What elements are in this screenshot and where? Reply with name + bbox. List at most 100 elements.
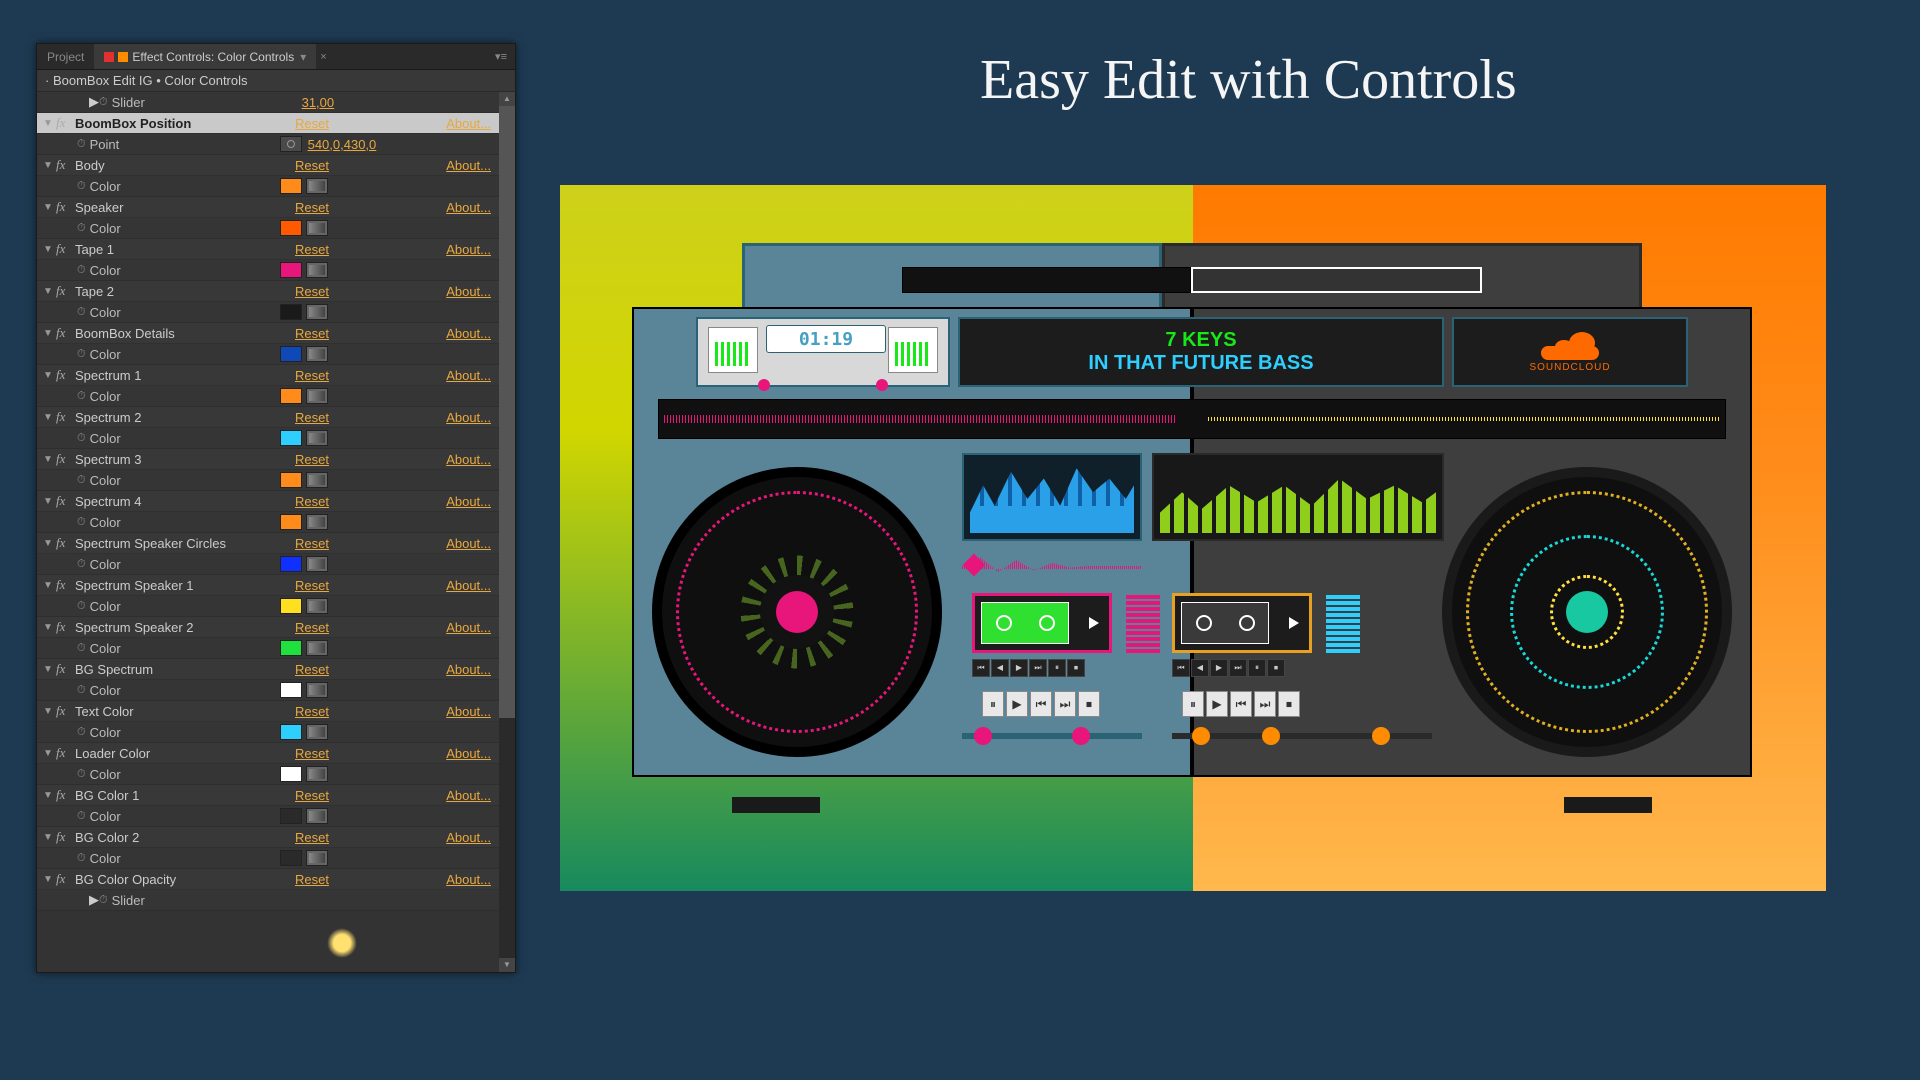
color-swatch[interactable] xyxy=(280,472,302,488)
eyedropper-icon[interactable] xyxy=(306,598,328,614)
effect-row[interactable]: ▼fxSpectrum 1ResetAbout... xyxy=(37,365,515,386)
twisty-icon[interactable]: ▼ xyxy=(43,538,53,549)
media-button[interactable]: ◀ xyxy=(991,659,1009,677)
stopwatch-icon[interactable]: ⏱ xyxy=(77,474,86,487)
reset-link[interactable]: Reset xyxy=(295,788,329,803)
scrollbar[interactable]: ▲ ▼ xyxy=(499,92,515,972)
about-link[interactable]: About... xyxy=(446,578,491,593)
reset-link[interactable]: Reset xyxy=(295,620,329,635)
reset-link[interactable]: Reset xyxy=(295,452,329,467)
about-link[interactable]: About... xyxy=(446,494,491,509)
media-button[interactable]: ▶ xyxy=(1006,691,1028,717)
effect-row[interactable]: ▼fxLoader ColorResetAbout... xyxy=(37,743,515,764)
effect-row[interactable]: ▼fxBG Color 2ResetAbout... xyxy=(37,827,515,848)
eyedropper-icon[interactable] xyxy=(306,304,328,320)
twisty-icon[interactable]: ▼ xyxy=(43,790,53,801)
effect-row[interactable]: ▼fxSpectrum 2ResetAbout... xyxy=(37,407,515,428)
reset-link[interactable]: Reset xyxy=(295,326,329,341)
eyedropper-icon[interactable] xyxy=(306,808,328,824)
eyedropper-icon[interactable] xyxy=(306,850,328,866)
stopwatch-icon[interactable]: ⏱ xyxy=(77,348,86,361)
about-link[interactable]: About... xyxy=(446,830,491,845)
effect-row[interactable]: ▼fxBG Color OpacityResetAbout... xyxy=(37,869,515,890)
media-button[interactable]: ⏭ xyxy=(1054,691,1076,717)
reset-link[interactable]: Reset xyxy=(295,578,329,593)
reset-link[interactable]: Reset xyxy=(295,410,329,425)
about-link[interactable]: About... xyxy=(446,452,491,467)
effect-row[interactable]: ▼fxBodyResetAbout... xyxy=(37,155,515,176)
effect-row[interactable]: ▼fxBG SpectrumResetAbout... xyxy=(37,659,515,680)
media-button[interactable]: ⏹ xyxy=(1267,659,1285,677)
media-button[interactable]: ⏮ xyxy=(972,659,990,677)
color-swatch[interactable] xyxy=(280,724,302,740)
twisty-icon[interactable]: ▼ xyxy=(43,580,53,591)
about-link[interactable]: About... xyxy=(446,872,491,887)
stopwatch-icon[interactable]: ⏱ xyxy=(77,180,86,193)
media-button[interactable]: ◀ xyxy=(1191,659,1209,677)
media-button[interactable]: ⏭ xyxy=(1254,691,1276,717)
twisty-icon[interactable]: ▼ xyxy=(43,748,53,759)
stopwatch-icon[interactable]: ⏱ xyxy=(77,852,86,865)
twisty-icon[interactable]: ▼ xyxy=(43,118,53,129)
reset-link[interactable]: Reset xyxy=(295,242,329,257)
effect-row[interactable]: ▼fxSpectrum 4ResetAbout... xyxy=(37,491,515,512)
media-button[interactable]: ⏸ xyxy=(1048,659,1066,677)
reset-link[interactable]: Reset xyxy=(295,536,329,551)
eyedropper-icon[interactable] xyxy=(306,220,328,236)
twisty-icon[interactable]: ▼ xyxy=(43,202,53,213)
effect-row[interactable]: ▼fxBoomBox PositionResetAbout... xyxy=(37,113,515,134)
scroll-up-icon[interactable]: ▲ xyxy=(499,92,515,106)
color-swatch[interactable] xyxy=(280,262,302,278)
about-link[interactable]: About... xyxy=(446,662,491,677)
media-button[interactable]: ⏮ xyxy=(1172,659,1190,677)
panel-menu-icon[interactable]: ▾≡ xyxy=(495,50,507,63)
stopwatch-icon[interactable]: ⏱ xyxy=(77,390,86,403)
reset-link[interactable]: Reset xyxy=(295,284,329,299)
stopwatch-icon[interactable]: ⏱ xyxy=(77,726,86,739)
color-swatch[interactable] xyxy=(280,556,302,572)
about-link[interactable]: About... xyxy=(446,284,491,299)
color-swatch[interactable] xyxy=(280,808,302,824)
scroll-down-icon[interactable]: ▼ xyxy=(499,958,515,972)
twisty-icon[interactable]: ▼ xyxy=(43,454,53,465)
color-swatch[interactable] xyxy=(280,388,302,404)
eyedropper-icon[interactable] xyxy=(306,472,328,488)
color-swatch[interactable] xyxy=(280,514,302,530)
reset-link[interactable]: Reset xyxy=(295,830,329,845)
color-swatch[interactable] xyxy=(280,766,302,782)
media-button[interactable]: ⏮ xyxy=(1030,691,1052,717)
about-link[interactable]: About... xyxy=(446,326,491,341)
media-button[interactable]: ▶ xyxy=(1010,659,1028,677)
stopwatch-icon[interactable]: ⏱ xyxy=(77,264,86,277)
media-button[interactable]: ⏭ xyxy=(1229,659,1247,677)
reset-link[interactable]: Reset xyxy=(295,116,329,131)
twisty-icon[interactable]: ▼ xyxy=(43,370,53,381)
color-swatch[interactable] xyxy=(280,178,302,194)
stopwatch-icon[interactable]: ⏱ xyxy=(77,768,86,781)
twisty-icon[interactable]: ▼ xyxy=(43,328,53,339)
effect-row[interactable]: ▼fxSpeakerResetAbout... xyxy=(37,197,515,218)
media-button[interactable]: ▶ xyxy=(1206,691,1228,717)
tab-project[interactable]: Project xyxy=(37,44,94,69)
effect-row[interactable]: ▼fxTape 2ResetAbout... xyxy=(37,281,515,302)
media-button[interactable]: ⏹ xyxy=(1067,659,1085,677)
reset-link[interactable]: Reset xyxy=(295,494,329,509)
effect-row[interactable]: ▼fxTape 1ResetAbout... xyxy=(37,239,515,260)
effect-row[interactable]: ▼fxBG Color 1ResetAbout... xyxy=(37,785,515,806)
media-button[interactable]: ⏮ xyxy=(1230,691,1252,717)
media-button[interactable]: ⏸ xyxy=(982,691,1004,717)
stopwatch-icon[interactable]: ⏱ xyxy=(99,96,108,109)
color-swatch[interactable] xyxy=(280,850,302,866)
close-tab-icon[interactable]: × xyxy=(320,51,326,63)
about-link[interactable]: About... xyxy=(446,242,491,257)
eyedropper-icon[interactable] xyxy=(306,766,328,782)
eyedropper-icon[interactable] xyxy=(306,556,328,572)
about-link[interactable]: About... xyxy=(446,200,491,215)
twisty-icon[interactable]: ▼ xyxy=(43,706,53,717)
eyedropper-icon[interactable] xyxy=(306,346,328,362)
color-swatch[interactable] xyxy=(280,640,302,656)
slider-value[interactable]: 31,00 xyxy=(302,95,335,110)
color-swatch[interactable] xyxy=(280,346,302,362)
color-swatch[interactable] xyxy=(280,598,302,614)
effect-row[interactable]: ▼fxSpectrum 3ResetAbout... xyxy=(37,449,515,470)
